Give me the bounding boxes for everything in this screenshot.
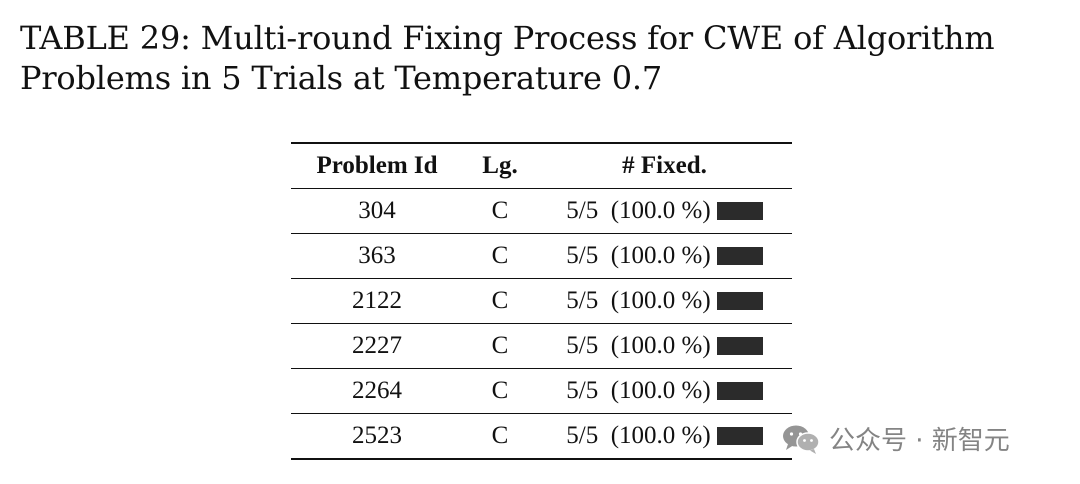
fixed-bar-fill xyxy=(716,382,763,400)
fixed-bar xyxy=(716,247,763,265)
cell-language: C xyxy=(463,368,537,414)
fixed-bar xyxy=(716,292,763,310)
cell-language: C xyxy=(463,413,537,460)
fixed-bar-fill xyxy=(716,427,763,445)
header-language: Lg. xyxy=(463,142,537,189)
fixed-bar xyxy=(716,337,763,355)
fixed-bar xyxy=(716,202,763,220)
table-row: 2227 C 5/5 (100.0 %) xyxy=(291,323,792,369)
fixed-text: 5/5 (100.0 %) xyxy=(566,332,711,359)
cell-fixed: 5/5 (100.0 %) xyxy=(537,323,792,369)
fixed-bar-fill xyxy=(716,337,763,355)
fixed-bar-fill xyxy=(716,292,763,310)
cell-language: C xyxy=(463,278,537,324)
results-table: Problem Id Lg. # Fixed. 304 C 5/5 (100.0… xyxy=(291,142,792,460)
fixed-text: 5/5 (100.0 %) xyxy=(566,197,711,224)
cell-problem-id: 2227 xyxy=(291,323,463,369)
cell-problem-id: 363 xyxy=(291,233,463,279)
fixed-group: 5/5 (100.0 %) xyxy=(566,197,763,225)
table-row: 304 C 5/5 (100.0 %) xyxy=(291,188,792,234)
table-header: Problem Id Lg. # Fixed. xyxy=(291,142,792,189)
fixed-group: 5/5 (100.0 %) xyxy=(566,287,763,315)
table-caption: TABLE 29: Multi-round Fixing Process for… xyxy=(20,18,1075,98)
table-body: 304 C 5/5 (100.0 %) 363 C 5/5 (100.0 %) … xyxy=(291,188,792,460)
cell-problem-id: 2122 xyxy=(291,278,463,324)
fixed-text: 5/5 (100.0 %) xyxy=(566,287,711,314)
fixed-text: 5/5 (100.0 %) xyxy=(566,242,711,269)
caption-line-1: TABLE 29: Multi-round Fixing Process for… xyxy=(20,19,995,57)
cell-fixed: 5/5 (100.0 %) xyxy=(537,413,792,460)
table-row: 2264 C 5/5 (100.0 %) xyxy=(291,368,792,414)
watermark-text: 公众号 · 新智元 xyxy=(829,426,1010,456)
fixed-bar-fill xyxy=(716,247,763,265)
cell-fixed: 5/5 (100.0 %) xyxy=(537,188,792,234)
fixed-group: 5/5 (100.0 %) xyxy=(566,377,763,405)
cell-problem-id: 304 xyxy=(291,188,463,234)
table-row: 363 C 5/5 (100.0 %) xyxy=(291,233,792,279)
table-row: 2122 C 5/5 (100.0 %) xyxy=(291,278,792,324)
header-fixed: # Fixed. xyxy=(537,142,792,189)
fixed-bar-fill xyxy=(716,202,763,220)
fixed-bar xyxy=(716,382,763,400)
fixed-group: 5/5 (100.0 %) xyxy=(566,242,763,270)
caption-line-2: Problems in 5 Trials at Temperature 0.7 xyxy=(20,59,663,97)
cell-language: C xyxy=(463,233,537,279)
fixed-bar xyxy=(716,427,763,445)
fixed-text: 5/5 (100.0 %) xyxy=(566,422,711,449)
header-row: Problem Id Lg. # Fixed. xyxy=(291,142,792,189)
header-problem-id: Problem Id xyxy=(291,142,463,189)
watermark: 公众号 · 新智元 xyxy=(781,420,1010,457)
fixed-group: 5/5 (100.0 %) xyxy=(566,332,763,360)
cell-fixed: 5/5 (100.0 %) xyxy=(537,368,792,414)
fixed-text: 5/5 (100.0 %) xyxy=(566,377,711,404)
wechat-icon xyxy=(783,425,820,454)
table-row: 2523 C 5/5 (100.0 %) xyxy=(291,413,792,460)
cell-problem-id: 2523 xyxy=(291,413,463,460)
fixed-group: 5/5 (100.0 %) xyxy=(566,422,763,450)
cell-problem-id: 2264 xyxy=(291,368,463,414)
cell-fixed: 5/5 (100.0 %) xyxy=(537,233,792,279)
cell-fixed: 5/5 (100.0 %) xyxy=(537,278,792,324)
cell-language: C xyxy=(463,188,537,234)
cell-language: C xyxy=(463,323,537,369)
